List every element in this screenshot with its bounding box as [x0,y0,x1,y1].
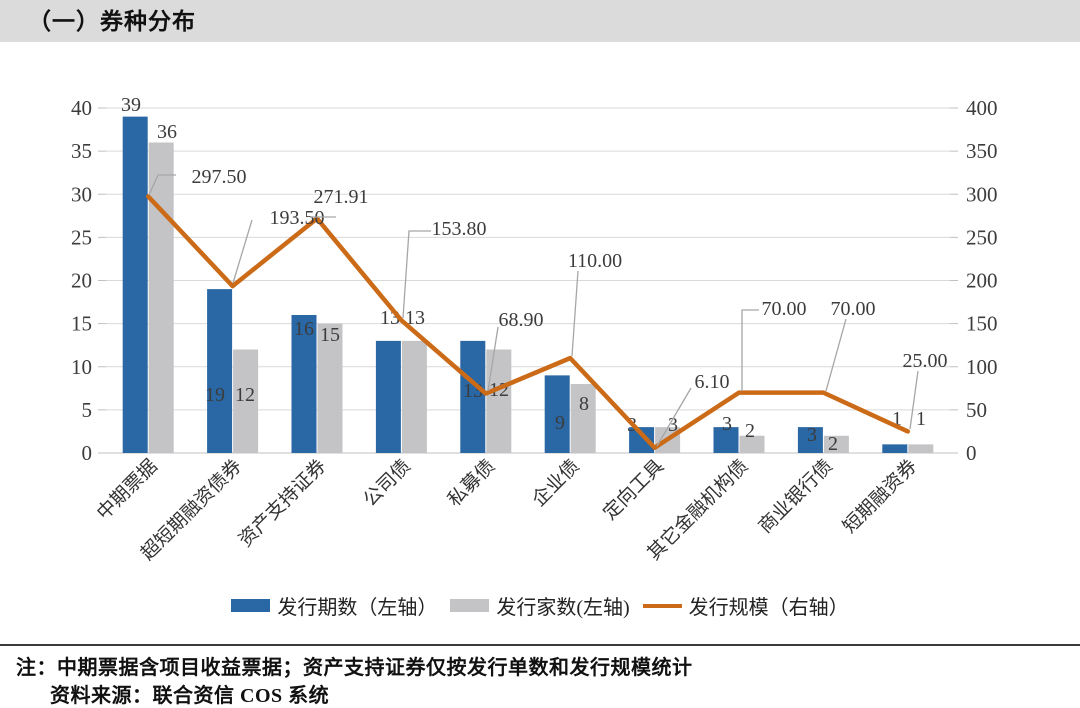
bar-issuer-count [317,323,343,453]
bar-issuer-count [148,142,174,453]
line-data-label: 193.50 [270,207,325,229]
bar-issuer-count [233,349,259,453]
category-label: 私募债 [443,455,499,511]
right-axis-tick-label: 200 [966,269,998,293]
category-label: 公司债 [359,455,415,511]
bar-issue-count [882,444,908,453]
left-axis-tick-label: 10 [71,355,92,379]
right-axis-tick-label: 0 [966,441,977,465]
bar-issue-count [291,315,317,453]
line-data-label: 271.91 [314,186,369,208]
right-axis-tick-label: 150 [966,312,998,336]
bar-issuer-count [739,435,765,453]
section-header-bar: （一）券种分布 [0,0,1080,42]
category-label: 商业银行债 [754,455,837,538]
line-data-label: 25.00 [903,350,948,372]
data-source: 资料来源：联合资信 COS 系统 [50,685,330,707]
right-axis-tick-label: 250 [966,225,998,249]
bar-data-label: 3 [668,414,678,436]
line-data-label: 68.90 [499,309,544,331]
legend-label: 发行家数(左轴) [496,597,630,619]
bar-data-label: 36 [157,121,177,143]
bar-data-label: 8 [579,393,589,415]
bar-issuer-count [823,435,849,453]
bar-issue-count [797,427,823,453]
bar-issue-count [207,289,233,453]
line-data-label: 6.10 [695,371,730,393]
line-data-label: 70.00 [831,298,876,320]
right-axis-tick-label: 100 [966,355,998,379]
bar-data-label: 2 [828,433,838,455]
bar-data-label: 3 [807,424,817,446]
bar-issue-count [460,340,486,453]
left-axis-tick-label: 20 [71,269,92,293]
legend-label: 发行期数（左轴） [277,597,438,619]
note-prefix: 注： [16,657,57,679]
legend-item-issue-scale: 发行规模（右轴） [642,591,849,620]
bar-data-label: 3 [722,413,732,435]
bar-issuer-count [401,340,427,453]
bar-data-label: 1 [916,408,926,430]
legend-swatch-blue-bar [231,599,271,612]
bar-issuer-count [570,384,596,453]
category-label: 资产支持证券 [234,455,330,551]
line-issue-scale [145,194,911,450]
line-data-label: 110.00 [568,250,622,272]
category-label: 中期票据 [92,455,161,524]
bar-issue-count [122,116,148,453]
category-label: 定向工具 [599,455,668,524]
right-axis-tick-label: 400 [966,96,998,120]
line-data-label: 70.00 [762,298,807,320]
chart-legend: 发行期数（左轴） 发行家数(左轴) 发行规模（右轴） [0,591,1080,620]
bar-data-label: 16 [294,318,314,340]
legend-swatch-gray-bar [450,599,490,612]
legend-swatch-orange-line [642,603,682,608]
left-axis-tick-label: 25 [71,225,92,249]
bar-issue-count [544,375,570,453]
bar-data-label: 2 [745,420,755,442]
bar-issue-count [375,340,401,453]
bar-data-label: 9 [555,412,565,434]
section-title: （一）券种分布 [28,8,196,34]
left-axis-tick-label: 0 [82,441,93,465]
chart-note: 注：中期票据含项目收益票据；资产支持证券仅按发行单数和发行规模统计 [16,651,1066,680]
label-leader-line [402,230,431,319]
label-leader-line [148,174,176,196]
label-leader-line [656,387,692,447]
line-data-label: 153.80 [432,218,487,240]
label-leader-line [909,370,919,430]
bond-type-distribution-chart: 0 0 5 50 10 100 15 150 20 200 25 250 30 300 35 350 40 400… [71,94,998,565]
label-leader-line [487,326,499,392]
bar-data-label: 13 [405,307,425,329]
category-label: 企业债 [528,455,584,511]
label-leader-line [571,270,579,357]
label-leader-line [741,309,759,391]
right-axis-tick-label: 350 [966,139,998,163]
bar-data-label: 19 [205,384,225,406]
legend-label: 发行规模（右轴） [688,597,849,619]
bar-data-label: 12 [235,384,255,406]
bar-issue-count [713,427,739,453]
label-leader-line [232,219,253,284]
label-leader-line [825,318,847,392]
category-label: 短期融资券 [839,455,922,538]
bar-data-label: 15 [320,324,340,346]
bar-issuer-count [908,444,934,453]
legend-item-issue-count: 发行期数（左轴） [231,591,437,620]
left-axis-tick-label: 35 [71,139,92,163]
legend-item-issuer-count: 发行家数(左轴) [450,591,630,620]
left-axis-tick-label: 15 [71,312,92,336]
left-axis-tick-label: 5 [82,398,93,422]
line-data-label: 297.50 [192,166,247,188]
left-axis-tick-label: 40 [71,96,92,120]
bar-data-label: 39 [121,94,141,116]
bar-issuer-count [486,349,512,453]
left-axis-tick-label: 30 [71,182,92,206]
bar-data-label: 1 [892,408,902,430]
note-text: 中期票据含项目收益票据；资产支持证券仅按发行单数和发行规模统计 [57,657,693,679]
right-axis-tick-label: 300 [966,182,998,206]
note-divider [0,644,1080,646]
right-axis-tick-label: 50 [966,398,987,422]
